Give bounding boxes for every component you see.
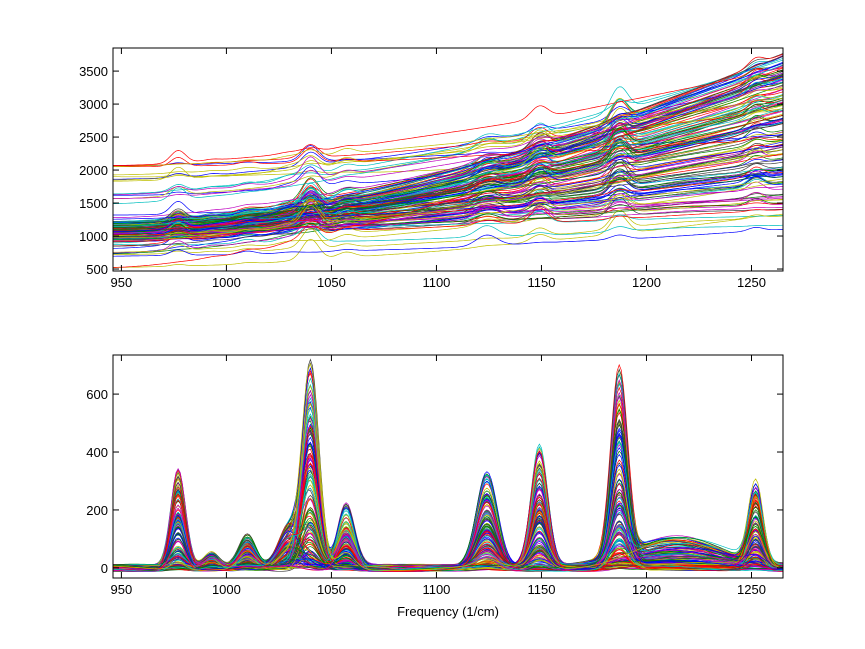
y-tick-label: 200 bbox=[86, 503, 108, 518]
spectrum-line-122 bbox=[113, 94, 783, 222]
spectrum-line-65 bbox=[113, 122, 783, 243]
spectrum-line-158 bbox=[113, 146, 783, 241]
spectrum-line-131 bbox=[113, 178, 783, 236]
y-tick-label: 2500 bbox=[79, 130, 108, 145]
spectrum-line-52 bbox=[113, 94, 783, 223]
x-tick-label: 1050 bbox=[317, 275, 346, 290]
x-tick-label: 1050 bbox=[317, 582, 346, 597]
x-tick-label: 1250 bbox=[737, 275, 766, 290]
x-tick-label: 1250 bbox=[737, 582, 766, 597]
spectrum-line-115 bbox=[113, 99, 783, 230]
x-tick-label: 1150 bbox=[527, 582, 555, 597]
x-tick-label: 1100 bbox=[422, 582, 450, 597]
spectrum-line-144 bbox=[113, 85, 783, 196]
spectrum-line-136 bbox=[113, 122, 783, 234]
y-tick-label: 0 bbox=[101, 561, 108, 576]
spectrum-line-151 bbox=[113, 417, 783, 570]
axes-frame bbox=[112, 47, 784, 272]
spectrum-line-159 bbox=[113, 402, 783, 571]
spectrum-line-116 bbox=[113, 71, 783, 218]
x-tick-label: 1000 bbox=[212, 275, 241, 290]
x-tick-label: 1000 bbox=[212, 582, 241, 597]
spectrum-line-157 bbox=[113, 64, 783, 227]
y-tick-label: 1000 bbox=[79, 229, 108, 244]
spectrum-line-103 bbox=[113, 209, 783, 255]
spectrum-line-130 bbox=[113, 186, 783, 234]
spectrum-line-87 bbox=[113, 224, 783, 246]
spectrum-line-105 bbox=[113, 227, 783, 257]
x-tick-label: 1200 bbox=[632, 275, 661, 290]
spectrum-line-151 bbox=[113, 65, 783, 234]
y-tick-label: 2000 bbox=[79, 163, 108, 178]
spectrum-line-158 bbox=[113, 532, 783, 572]
x-tick-label: 1200 bbox=[632, 582, 661, 597]
spectrum-line-107 bbox=[113, 67, 783, 166]
spectrum-line-74 bbox=[113, 94, 783, 199]
spectrum-line-153 bbox=[113, 161, 783, 231]
y-tick-label: 400 bbox=[86, 445, 108, 460]
y-tick-label: 1500 bbox=[79, 196, 108, 211]
spectrum-line-154 bbox=[113, 61, 783, 232]
spectrum-line-96 bbox=[113, 87, 783, 182]
axes-top: 950 1000 1050 1100 1150 1200 1250 500 1000 1500 20… bbox=[79, 47, 784, 290]
spectrum-line-146 bbox=[113, 481, 783, 570]
x-tick-label: 1100 bbox=[422, 275, 450, 290]
spectrum-line-150 bbox=[113, 107, 783, 223]
y-tick-label: 500 bbox=[86, 262, 108, 277]
spectrum-line-155 bbox=[113, 138, 783, 226]
x-tick-label: 950 bbox=[111, 582, 133, 597]
spectrum-line-147 bbox=[113, 145, 783, 220]
spectrum-line-149 bbox=[113, 65, 783, 268]
spectrum-line-110 bbox=[113, 108, 783, 176]
spectrum-line-134 bbox=[113, 114, 783, 227]
spectrum-line-113 bbox=[113, 115, 783, 233]
spectrum-line-63 bbox=[113, 173, 783, 242]
spectrum-line-128 bbox=[113, 137, 783, 168]
axes-bottom: 950 1000 1050 1100 1150 1200 1250 0 200 400 600 bbox=[86, 354, 784, 597]
y-tick-label: 3500 bbox=[79, 64, 108, 79]
x-axis-label: Frequency (1/cm) bbox=[397, 604, 499, 619]
spectrum-line-132 bbox=[113, 122, 783, 226]
y-tick-label: 600 bbox=[86, 387, 108, 402]
spectrum-line-159 bbox=[113, 147, 783, 239]
y-tick-label: 3000 bbox=[79, 97, 108, 112]
x-tick-label: 950 bbox=[111, 275, 133, 290]
spectrum-line-101 bbox=[113, 59, 783, 195]
spectrum-line-73 bbox=[113, 58, 783, 204]
spectrum-line-84 bbox=[113, 134, 783, 167]
spectrum-line-117 bbox=[113, 181, 783, 253]
spectrum-line-138 bbox=[113, 97, 783, 167]
spectrum-line-156 bbox=[113, 450, 783, 572]
x-tick-label: 1150 bbox=[527, 275, 555, 290]
axes-frame bbox=[112, 354, 784, 579]
